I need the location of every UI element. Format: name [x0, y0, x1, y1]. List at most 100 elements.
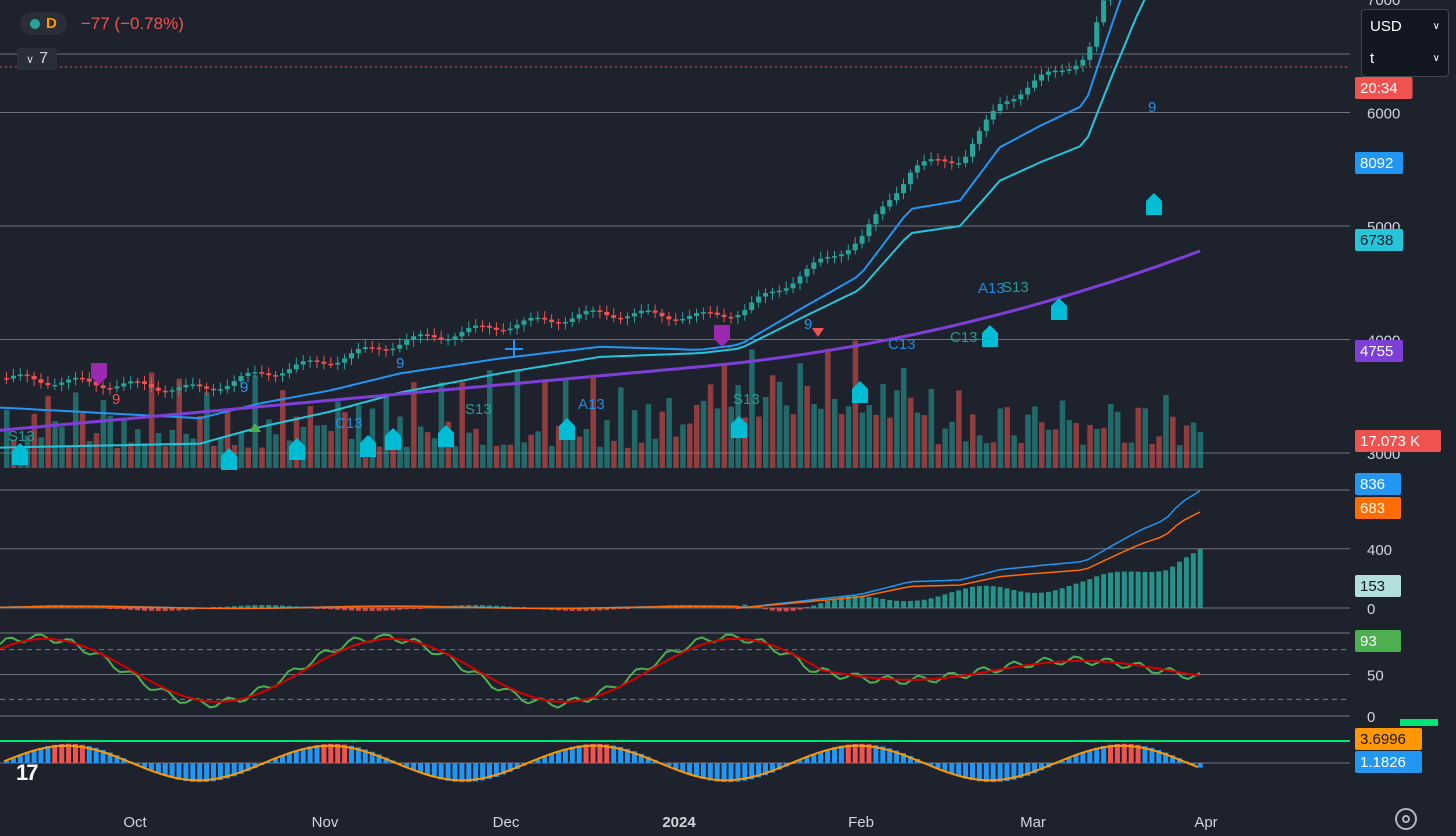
ema-mid-line: [0, 0, 1146, 449]
osc-histogram-bar: [721, 763, 727, 783]
osc-histogram-bar: [314, 745, 320, 763]
candle-body: [17, 374, 23, 377]
macd-histogram-bar: [894, 600, 900, 608]
volume-bar: [542, 379, 548, 468]
volume-bar: [838, 414, 845, 468]
osc-histogram-bar: [466, 763, 472, 783]
osc-histogram-bar: [114, 755, 120, 763]
study-annotation: C13: [335, 415, 363, 432]
osc-histogram-bar: [618, 746, 624, 763]
macd-histogram-bar: [852, 595, 858, 608]
candle-body: [148, 383, 154, 388]
candle-body: [963, 156, 969, 164]
volume-bar: [452, 446, 458, 468]
candle-body: [866, 224, 872, 237]
candle-body: [204, 386, 210, 389]
osc-histogram-bar: [797, 760, 803, 763]
osc-histogram-bar: [1190, 763, 1196, 765]
volume-bar: [576, 436, 583, 468]
osc-histogram-bar: [17, 755, 23, 763]
osc-histogram-bar: [1025, 763, 1031, 776]
candle-body: [687, 315, 693, 319]
macd-histogram-bar: [797, 608, 803, 610]
currency-select[interactable]: USD ∨: [1362, 10, 1448, 42]
scale-mode-select[interactable]: t ∨: [1362, 42, 1448, 74]
osc-histogram-bar: [204, 763, 210, 782]
osc-histogram-bar: [1094, 747, 1100, 763]
osc-histogram-bar: [528, 762, 534, 764]
candle-body: [583, 311, 589, 315]
candle-body: [873, 214, 879, 225]
macd-histogram-bar: [1101, 574, 1107, 608]
volume-bar: [259, 447, 265, 468]
candle-body: [638, 310, 644, 314]
macd-histogram-bar: [1080, 581, 1086, 608]
macd-histogram-bar: [390, 608, 396, 611]
candle-body: [1011, 99, 1017, 102]
volume-bar: [197, 415, 203, 468]
macd-histogram-bar: [963, 588, 969, 608]
volume-bar: [556, 426, 562, 468]
study-annotation: A13: [978, 280, 1005, 297]
x-tick-label: Apr: [1194, 814, 1217, 831]
osc-histogram-bar: [901, 753, 906, 763]
volume-bar: [480, 444, 486, 468]
volume-bar: [1073, 423, 1079, 468]
candle-body: [93, 381, 99, 386]
buy-signal-icon: [1146, 193, 1162, 215]
candle-body: [631, 313, 637, 317]
candle-body: [280, 373, 285, 376]
macd-histogram-bar: [914, 600, 920, 608]
candle-body: [1066, 69, 1072, 71]
macd-histogram-bar: [493, 605, 499, 608]
osc-histogram-bar: [369, 751, 375, 763]
volume-bar: [142, 443, 148, 468]
macd-histogram-bar: [245, 605, 251, 608]
osc-histogram-bar: [45, 746, 51, 763]
volume-bar: [314, 425, 320, 468]
volume-bar: [535, 431, 541, 468]
osc-histogram-bar: [500, 763, 506, 775]
macd-histogram-bar: [1135, 571, 1141, 608]
osc-histogram-bar: [1039, 763, 1044, 771]
macd-histogram-bar: [342, 608, 348, 611]
volume-bar: [687, 423, 693, 468]
osc-histogram-bar: [493, 763, 499, 777]
macd-line: [0, 490, 1201, 610]
osc-histogram-bar: [300, 748, 306, 763]
volume-bar: [224, 409, 231, 468]
settings-gear-icon[interactable]: [1395, 808, 1417, 830]
macd-histogram-bar: [273, 605, 279, 608]
macd-histogram-bar: [576, 608, 582, 611]
indicators-collapse-button[interactable]: ∨ 7: [17, 48, 57, 70]
osc-histogram-bar: [638, 753, 644, 763]
volume-bar: [528, 434, 534, 468]
osc-histogram-bar: [183, 763, 189, 782]
volume-bar: [990, 442, 997, 468]
volume-bar: [949, 421, 955, 468]
candle-body: [735, 315, 741, 318]
volume-bar: [714, 408, 721, 468]
osc-histogram-bar: [604, 744, 610, 763]
osc-histogram-bar: [431, 763, 437, 778]
macd-histogram-bar: [176, 608, 182, 611]
candle-body: [307, 360, 313, 362]
osc-histogram-bar: [1032, 763, 1038, 774]
chevron-down-icon: ∨: [1432, 20, 1440, 32]
candle-body: [763, 293, 768, 297]
status-pill[interactable]: D: [20, 12, 67, 35]
candle-body: [921, 161, 927, 166]
volume-bar: [956, 390, 962, 468]
candle-body: [562, 322, 568, 324]
macd-histogram-bar: [217, 607, 223, 608]
osc-histogram-bar: [1108, 744, 1113, 763]
chart-header: D −77 (−0.78%): [20, 12, 184, 35]
candle-body: [914, 165, 920, 173]
osc-histogram-bar: [10, 758, 16, 763]
candle-body: [335, 362, 341, 365]
osc-histogram-bar: [362, 749, 368, 763]
volume-bar: [680, 424, 686, 468]
candle-body: [238, 376, 244, 382]
study-annotation: A13: [578, 396, 605, 413]
